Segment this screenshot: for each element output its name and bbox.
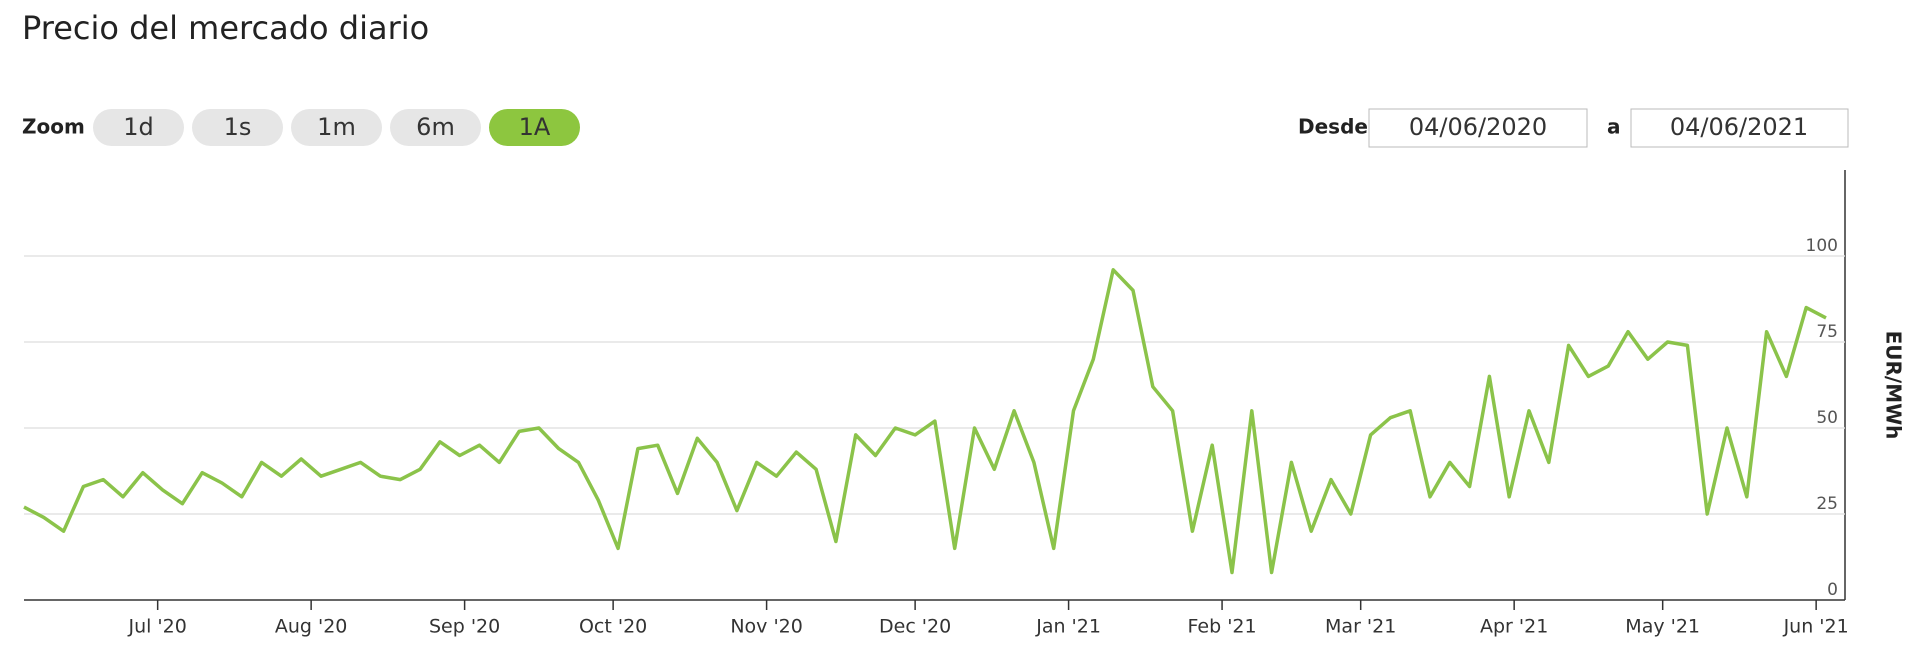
to-label: a	[1607, 115, 1621, 139]
x-tick-label: Jun '21	[1783, 616, 1849, 638]
x-tick-label: Dec '20	[879, 616, 951, 638]
x-tick-label: Mar '21	[1325, 616, 1396, 638]
zoom-button-label[interactable]: 1d	[123, 113, 154, 141]
y-tick-label: 0	[1827, 580, 1838, 600]
zoom-button-label[interactable]: 1s	[224, 113, 252, 141]
x-tick-label: Aug '20	[275, 616, 348, 638]
x-tick-label: Sep '20	[429, 616, 500, 638]
from-label: Desde	[1298, 115, 1368, 139]
y-tick-label: 50	[1816, 408, 1838, 428]
zoom-button[interactable]	[390, 109, 481, 146]
x-tick-label: Oct '20	[579, 616, 647, 638]
x-tick-label: May '21	[1625, 616, 1700, 638]
zoom-button[interactable]	[291, 109, 382, 146]
zoom-button-label[interactable]: 1A	[519, 113, 551, 141]
zoom-button-label[interactable]: 6m	[416, 113, 455, 141]
zoom-button[interactable]	[192, 109, 283, 146]
page-title: Precio del mercado diario	[22, 9, 429, 47]
zoom-button[interactable]	[93, 109, 184, 146]
from-date[interactable]: 04/06/2020	[1409, 113, 1547, 141]
from-input[interactable]	[1368, 108, 1588, 148]
x-tick-label: Nov '20	[730, 616, 803, 638]
zoom-button[interactable]	[489, 109, 580, 146]
zoom-label: Zoom	[22, 115, 85, 139]
y-axis-title: EUR/MWh	[1882, 331, 1906, 440]
y-tick-label: 75	[1816, 322, 1838, 342]
x-tick-label: Feb '21	[1188, 616, 1257, 638]
y-tick-label: 100	[1806, 236, 1838, 256]
price-line	[23, 268, 1827, 575]
to-date[interactable]: 04/06/2021	[1670, 113, 1808, 141]
zoom-button-label[interactable]: 1m	[317, 113, 356, 141]
x-tick-label: Apr '21	[1480, 616, 1548, 638]
x-tick-label: Jul '20	[127, 616, 186, 638]
y-tick-label: 25	[1816, 494, 1838, 514]
x-tick-label: Jan '21	[1035, 616, 1101, 638]
to-input[interactable]	[1630, 108, 1849, 148]
